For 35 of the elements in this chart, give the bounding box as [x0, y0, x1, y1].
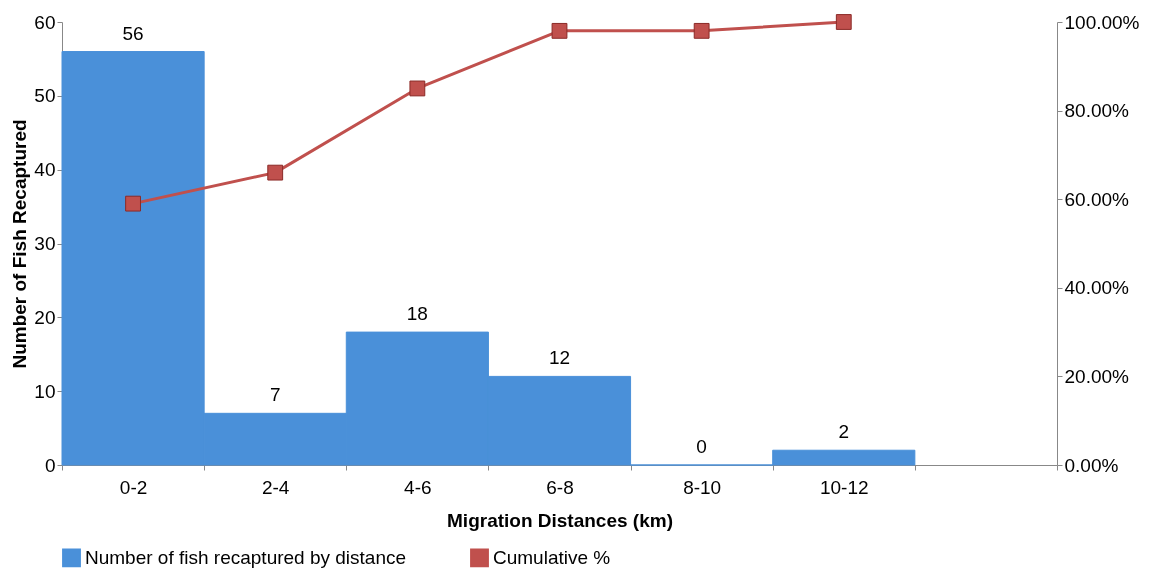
data-label: 7: [269, 384, 281, 406]
legend-label: Cumulative %: [493, 546, 611, 568]
y-axis-title: Number of Fish Recaptured: [9, 119, 31, 369]
point: [693, 22, 710, 39]
y-tick-label: 50: [34, 85, 56, 107]
x-tick-label: 10-12: [819, 476, 869, 498]
data-label: 18: [406, 303, 428, 325]
y2-tick-label: 80.00%: [1064, 100, 1130, 122]
data-label: 2: [838, 421, 850, 443]
x-tick-label: 6-8: [546, 476, 574, 498]
y-tick-label: 10: [34, 380, 56, 402]
y-tick-label: 0: [44, 454, 56, 476]
legend-label: Number of fish recaptured by distance: [85, 546, 407, 568]
point: [835, 14, 852, 30]
x-tick-label: 2-4: [261, 476, 290, 498]
x-tick-label: 8-10: [683, 476, 722, 498]
data-label: 12: [548, 347, 571, 369]
data-label: 0: [696, 436, 707, 457]
point: [125, 195, 141, 212]
y-tick-label: 40: [34, 159, 56, 181]
point: [267, 164, 284, 181]
y2-tick-label: 100.00%: [1064, 11, 1140, 33]
data-label: 56: [122, 22, 144, 44]
y-tick-label: 20: [34, 306, 56, 328]
y2-tick-label: 40.00%: [1064, 277, 1130, 299]
x-tick-label: 0-2: [119, 476, 148, 498]
x-axis-title: Migration Distances (km): [447, 509, 673, 531]
y2-tick-label: 20.00%: [1064, 365, 1130, 387]
y2-tick-label: 60.00%: [1064, 188, 1130, 210]
point: [551, 22, 568, 39]
x-tick-label: 4-6: [404, 476, 432, 498]
point: [409, 80, 426, 97]
y2-tick-label: 0.00%: [1064, 454, 1119, 476]
y-tick-label: 60: [34, 11, 56, 33]
y-tick-label: 30: [34, 233, 56, 254]
